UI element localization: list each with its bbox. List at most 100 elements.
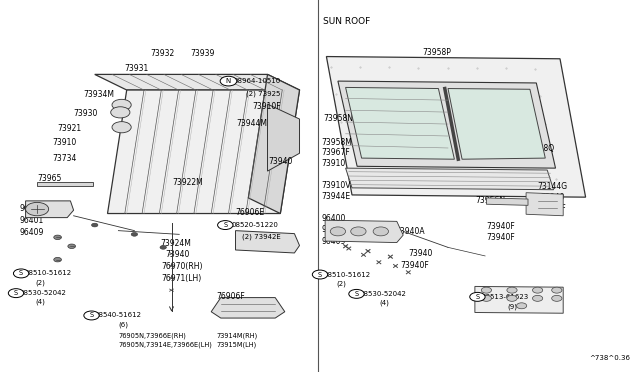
Text: (2) 73942E: (2) 73942E xyxy=(242,234,281,240)
Text: 73910F: 73910F xyxy=(253,102,282,110)
Text: 08520-51220: 08520-51220 xyxy=(232,222,278,228)
Circle shape xyxy=(481,287,492,293)
Circle shape xyxy=(330,227,346,236)
Circle shape xyxy=(84,311,99,320)
Text: S: S xyxy=(14,290,18,296)
Circle shape xyxy=(481,295,492,301)
Text: (9): (9) xyxy=(507,304,517,310)
Circle shape xyxy=(532,295,543,301)
Text: 73940F: 73940F xyxy=(486,233,515,242)
Polygon shape xyxy=(95,74,300,90)
Text: 96401: 96401 xyxy=(19,216,44,225)
Circle shape xyxy=(220,76,237,86)
Text: 73940F: 73940F xyxy=(538,204,566,213)
Text: 73940F: 73940F xyxy=(486,222,515,231)
Text: 73940A: 73940A xyxy=(396,227,425,236)
Polygon shape xyxy=(26,201,74,218)
Text: 73940: 73940 xyxy=(165,250,189,259)
Text: 73921: 73921 xyxy=(58,124,82,133)
Text: 73915M(LH): 73915M(LH) xyxy=(216,342,257,349)
Text: 76905N,73914E,73966E(LH): 76905N,73914E,73966E(LH) xyxy=(118,342,212,349)
Text: 73965: 73965 xyxy=(37,174,61,183)
Circle shape xyxy=(54,235,61,240)
Text: 76971(LH): 76971(LH) xyxy=(161,274,202,283)
Text: 96409: 96409 xyxy=(321,237,346,246)
Text: 76970(RH): 76970(RH) xyxy=(161,262,203,271)
Text: (4): (4) xyxy=(35,299,45,305)
Circle shape xyxy=(160,246,166,249)
Polygon shape xyxy=(346,87,454,159)
Circle shape xyxy=(54,257,61,262)
Text: 73967F: 73967F xyxy=(321,148,350,157)
Text: 08964-10510: 08964-10510 xyxy=(234,78,281,84)
Circle shape xyxy=(349,289,364,298)
Text: 76906E: 76906E xyxy=(236,208,265,217)
Text: S: S xyxy=(19,270,23,276)
Text: 73956N: 73956N xyxy=(475,196,505,205)
Text: 73934M: 73934M xyxy=(83,90,114,99)
Polygon shape xyxy=(486,198,528,205)
Text: 73924M: 73924M xyxy=(160,239,191,248)
Polygon shape xyxy=(526,193,563,216)
Circle shape xyxy=(218,221,233,230)
Text: (2): (2) xyxy=(35,279,45,286)
Circle shape xyxy=(312,270,328,279)
Polygon shape xyxy=(236,231,300,253)
Text: 73922M: 73922M xyxy=(173,178,204,187)
Text: S: S xyxy=(476,294,479,300)
Text: 08513-61623: 08513-61623 xyxy=(481,294,529,300)
Text: 73910: 73910 xyxy=(52,138,77,147)
Polygon shape xyxy=(211,298,285,318)
Polygon shape xyxy=(338,81,556,168)
Polygon shape xyxy=(268,104,300,171)
Circle shape xyxy=(351,227,366,236)
Text: N: N xyxy=(226,78,231,84)
Circle shape xyxy=(112,99,131,110)
Circle shape xyxy=(68,244,76,248)
Text: SUN ROOF: SUN ROOF xyxy=(323,17,371,26)
Text: 73940: 73940 xyxy=(269,157,293,166)
Circle shape xyxy=(112,122,131,133)
Polygon shape xyxy=(326,57,586,197)
Circle shape xyxy=(111,107,130,118)
Text: 73944M: 73944M xyxy=(237,119,268,128)
Circle shape xyxy=(26,202,49,216)
Circle shape xyxy=(552,287,562,293)
Text: 73910V: 73910V xyxy=(321,181,351,190)
Circle shape xyxy=(373,227,388,236)
Text: S: S xyxy=(90,312,93,318)
Text: 96400: 96400 xyxy=(19,204,44,213)
Polygon shape xyxy=(108,90,300,214)
Text: 96409: 96409 xyxy=(19,228,44,237)
Text: 73958P: 73958P xyxy=(422,48,451,57)
Circle shape xyxy=(13,269,29,278)
Text: (4): (4) xyxy=(379,300,388,307)
Text: S: S xyxy=(223,222,227,228)
Text: 73940: 73940 xyxy=(408,249,433,258)
Text: 96401: 96401 xyxy=(321,225,346,234)
Text: 73734: 73734 xyxy=(52,154,77,163)
Text: (2): (2) xyxy=(336,280,346,287)
Text: 73910: 73910 xyxy=(321,159,346,168)
Text: 08510-51612: 08510-51612 xyxy=(323,272,371,278)
Text: 73940: 73940 xyxy=(541,193,565,202)
Text: S: S xyxy=(355,291,358,297)
Circle shape xyxy=(552,295,562,301)
Circle shape xyxy=(8,289,24,298)
Polygon shape xyxy=(37,182,93,186)
Polygon shape xyxy=(325,220,403,243)
Text: (2) 73925: (2) 73925 xyxy=(246,90,281,97)
Text: 73958M: 73958M xyxy=(321,138,352,147)
Circle shape xyxy=(470,292,485,301)
Text: 73931: 73931 xyxy=(125,64,149,73)
Text: 73958Q: 73958Q xyxy=(525,144,555,153)
Circle shape xyxy=(532,287,543,293)
Polygon shape xyxy=(248,74,300,214)
Text: 73944E: 73944E xyxy=(321,192,351,201)
Text: 08540-51612: 08540-51612 xyxy=(95,312,141,318)
Text: 73630M: 73630M xyxy=(351,88,381,97)
Polygon shape xyxy=(475,286,563,313)
Circle shape xyxy=(92,223,98,227)
Text: (6): (6) xyxy=(118,321,129,328)
Polygon shape xyxy=(346,168,554,190)
